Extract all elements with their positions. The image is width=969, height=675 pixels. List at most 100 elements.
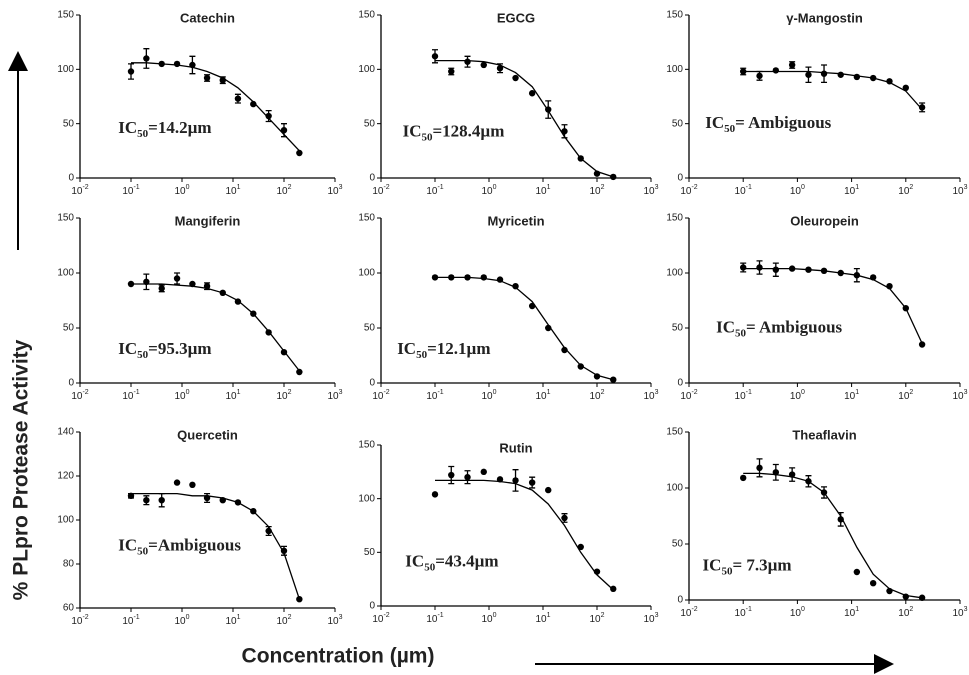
x-tick-label: 10-2 xyxy=(680,606,697,619)
x-tick-exponent: 2 xyxy=(288,614,292,621)
x-tick-label: 10-2 xyxy=(680,184,697,197)
y-tick-label: 0 xyxy=(68,378,74,389)
x-tick-base: 10 xyxy=(174,616,186,627)
x-tick-label: 103 xyxy=(327,389,342,402)
x-tick-label: 10-1 xyxy=(122,614,139,627)
y-tick-label: 150 xyxy=(358,10,375,21)
data-point xyxy=(189,61,196,69)
ic50-annotation: IC50=Ambiguous xyxy=(118,535,241,557)
x-tick-exponent: -1 xyxy=(437,184,443,191)
x-tick-exponent: 2 xyxy=(601,389,605,396)
data-point xyxy=(448,471,455,479)
ic50-text: =128.4µm xyxy=(433,121,505,140)
x-tick-base: 10 xyxy=(643,614,655,625)
y-tick-label: 100 xyxy=(57,268,74,279)
data-point xyxy=(158,497,165,504)
data-point xyxy=(480,61,487,69)
data-point xyxy=(772,469,780,476)
x-tick-exponent: 1 xyxy=(547,389,551,396)
x-tick-label: 100 xyxy=(174,184,189,197)
x-tick-exponent: 2 xyxy=(909,389,913,396)
x-tick-base: 10 xyxy=(589,614,601,625)
panel-title: Oleuropein xyxy=(790,213,859,228)
y-tick-label: 50 xyxy=(364,547,376,558)
x-tick-exponent: 2 xyxy=(288,184,292,191)
data-point xyxy=(234,298,242,305)
data-point xyxy=(805,71,812,78)
y-tick-label: 60 xyxy=(63,603,75,614)
x-tick-base: 10 xyxy=(680,608,692,619)
ic50-prefix: IC xyxy=(405,551,424,570)
data-point xyxy=(296,368,303,376)
data-point xyxy=(820,489,828,496)
data-point xyxy=(772,67,780,74)
y-tick-label: 0 xyxy=(369,601,375,612)
x-tick-base: 10 xyxy=(174,186,186,197)
data-point xyxy=(545,324,552,332)
x-tick-exponent: 0 xyxy=(493,184,497,191)
x-tick-exponent: 3 xyxy=(655,612,659,619)
x-tick-exponent: 2 xyxy=(909,184,913,191)
data-point xyxy=(203,283,211,290)
data-point xyxy=(203,74,211,82)
data-point xyxy=(886,78,893,85)
x-tick-exponent: -1 xyxy=(133,184,139,191)
data-point xyxy=(528,302,536,310)
data-point xyxy=(219,289,226,296)
x-tick-exponent: -2 xyxy=(691,389,697,396)
x-tick-label: 102 xyxy=(898,389,913,402)
data-point xyxy=(886,283,893,290)
x-tick-exponent: -2 xyxy=(383,612,389,619)
data-point xyxy=(837,516,844,523)
x-tick-base: 10 xyxy=(898,186,910,197)
ic50-annotation: IC50=95.3µm xyxy=(118,339,211,361)
data-point xyxy=(853,568,861,576)
data-point xyxy=(837,269,844,277)
y-tick-label: 50 xyxy=(364,323,376,334)
x-tick-label: 103 xyxy=(952,184,967,197)
x-tick-label: 101 xyxy=(535,389,550,402)
x-tick-exponent: 1 xyxy=(237,614,241,621)
data-point xyxy=(902,305,909,312)
x-tick-base: 10 xyxy=(790,186,802,197)
panel-title: Rutin xyxy=(499,440,532,455)
x-tick-label: 10-2 xyxy=(71,184,88,197)
x-tick-exponent: 2 xyxy=(601,184,605,191)
data-point xyxy=(296,596,303,603)
fit-curve xyxy=(435,479,614,591)
y-tick-label: 100 xyxy=(666,64,683,75)
x-tick-base: 10 xyxy=(481,391,493,402)
data-point xyxy=(219,77,226,84)
x-tick-base: 10 xyxy=(481,614,493,625)
y-tick-label: 50 xyxy=(364,118,376,129)
x-tick-exponent: 3 xyxy=(339,614,343,621)
data-point xyxy=(512,477,519,484)
x-tick-exponent: 2 xyxy=(909,606,913,613)
x-tick-base: 10 xyxy=(735,186,747,197)
x-tick-label: 100 xyxy=(174,389,189,402)
data-point xyxy=(448,68,455,75)
ic50-text: =14.2µm xyxy=(148,118,211,137)
ic50-sub: 50 xyxy=(137,128,149,140)
x-tick-exponent: -1 xyxy=(437,389,443,396)
ic50-text: =12.1µm xyxy=(427,339,490,358)
x-tick-label: 100 xyxy=(481,389,496,402)
panel-title: Myricetin xyxy=(487,213,544,228)
fit-curve xyxy=(131,62,300,152)
data-point xyxy=(918,341,926,348)
x-tick-exponent: 3 xyxy=(655,184,659,191)
x-tick-exponent: 0 xyxy=(186,389,190,396)
x-tick-label: 101 xyxy=(225,614,240,627)
y-tick-label: 150 xyxy=(666,213,683,224)
x-tick-label: 100 xyxy=(174,614,189,627)
data-point xyxy=(265,527,272,535)
x-tick-exponent: 2 xyxy=(601,612,605,619)
x-tick-label: 102 xyxy=(589,612,604,625)
data-point xyxy=(143,497,150,504)
data-point xyxy=(593,170,601,177)
ic50-sub: 50 xyxy=(137,349,149,361)
data-point xyxy=(593,568,601,575)
x-tick-exponent: 3 xyxy=(339,389,343,396)
